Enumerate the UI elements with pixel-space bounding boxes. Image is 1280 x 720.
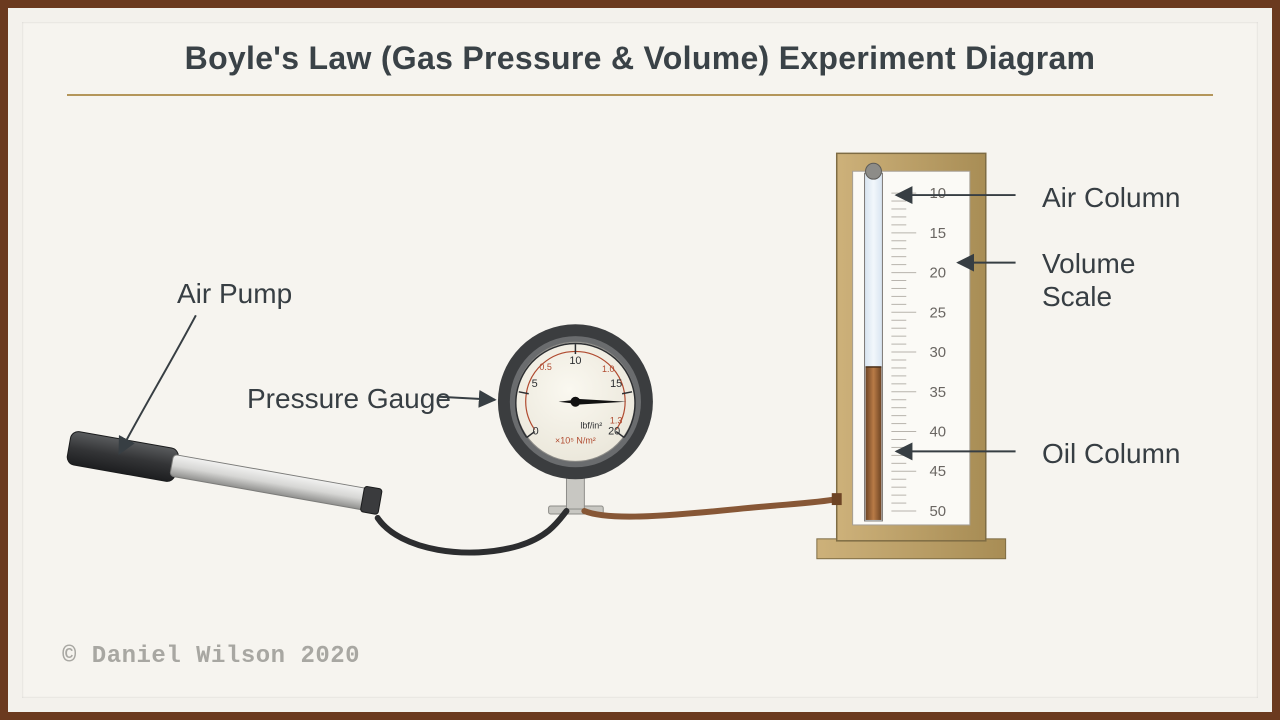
experiment-diagram: 10 15 20 25 30 35 40 45 50 <box>22 22 1258 698</box>
scale-tick: 40 <box>929 425 946 441</box>
gauge-tick: 20 <box>608 426 620 438</box>
gauge-inner-tick: 1.3 <box>610 416 622 426</box>
scale-tick: 20 <box>929 266 946 282</box>
slide-frame: Boyle's Law (Gas Pressure & Volume) Expe… <box>0 0 1280 720</box>
scale-tick: 30 <box>929 345 946 361</box>
gauge-tick: 10 <box>569 355 581 367</box>
gauge-unit1: lbf/in² <box>580 421 602 431</box>
gauge-tick: 0 <box>533 426 539 438</box>
gauge-inner-tick: 0.5 <box>539 362 551 372</box>
scale-tick: 50 <box>929 504 946 520</box>
gauge-inner-tick: 1.0 <box>602 364 614 374</box>
scale-tick: 10 <box>929 186 946 202</box>
gauge-tick: 15 <box>610 378 622 390</box>
hose-brown <box>584 499 836 517</box>
scale-tick: 35 <box>929 385 946 401</box>
slide-surface: Boyle's Law (Gas Pressure & Volume) Expe… <box>22 22 1258 698</box>
scale-tick: 25 <box>929 305 946 321</box>
air-pump <box>66 430 383 518</box>
pressure-gauge: 0 5 10 15 20 0.5 1.0 1.3 lbf/in² ×10⁵ N/… <box>498 324 653 514</box>
gauge-tick: 5 <box>532 378 538 390</box>
hose-black <box>378 511 567 553</box>
scale-tick: 15 <box>929 226 946 242</box>
scale-tick: 45 <box>929 464 946 480</box>
arrow-pressure-gauge <box>439 397 495 400</box>
arrow-air-pump <box>119 315 196 453</box>
gauge-unit2: ×10⁵ N/m² <box>555 435 596 445</box>
